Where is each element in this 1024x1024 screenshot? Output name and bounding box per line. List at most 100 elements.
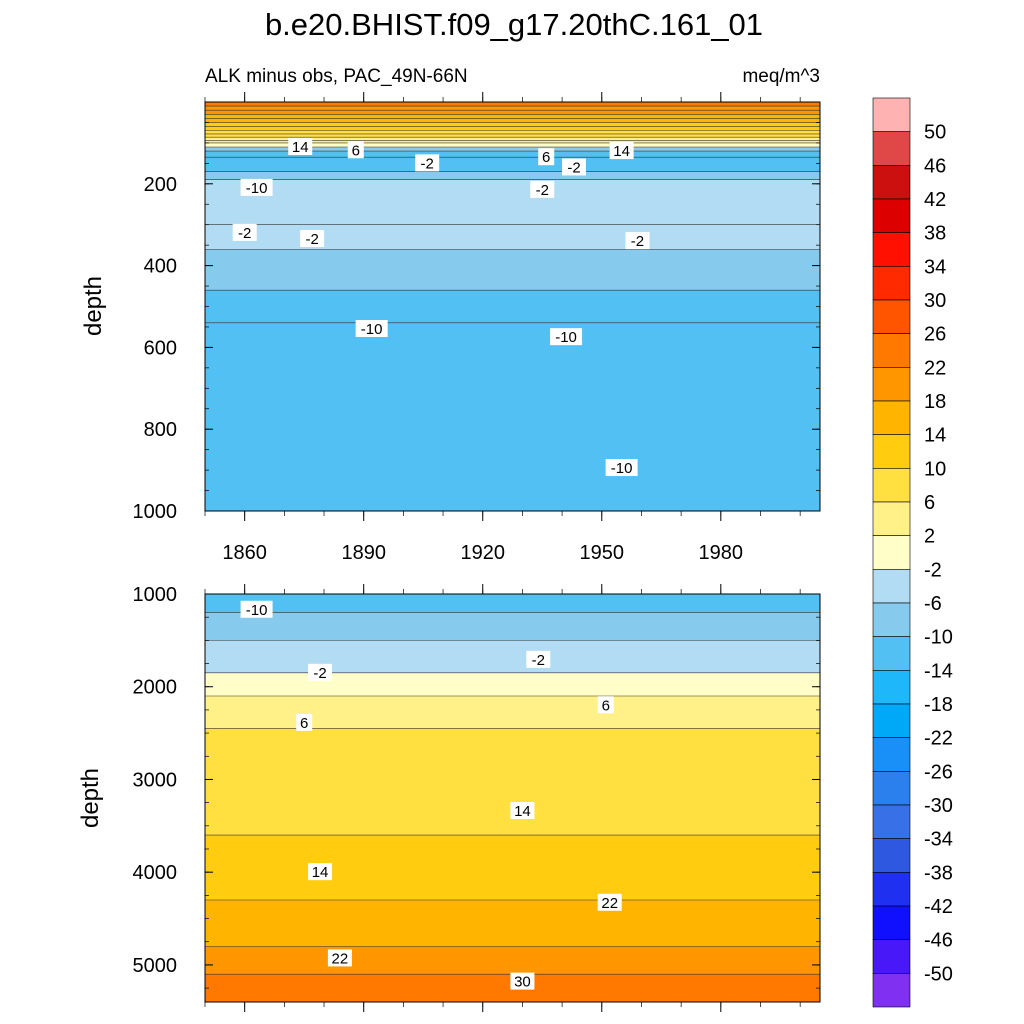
contour-label-text: 22	[332, 950, 349, 967]
colorbar-label: -22	[924, 728, 953, 750]
contour-label-box	[300, 230, 325, 248]
colorbar-swatch	[872, 905, 911, 940]
colorbar-swatch	[872, 367, 911, 402]
colorbar-swatch	[872, 737, 911, 772]
field-band	[205, 900, 820, 947]
y-tick-label: 3000	[133, 769, 178, 791]
colorbar-label: -38	[924, 862, 953, 884]
contour-label-box	[327, 949, 352, 967]
field-band	[205, 114, 820, 119]
field-band	[205, 672, 820, 696]
colorbar-swatch	[872, 266, 911, 301]
contour-label-box	[597, 893, 622, 911]
contour-label-box	[538, 148, 555, 166]
field-band	[205, 140, 820, 143]
contour-label-text: -10	[611, 460, 633, 477]
upper-axis-ticks: 200 400 600 800 1000 1860 1890 1920 1950 1980	[133, 92, 820, 564]
contour-label: 14	[609, 142, 634, 160]
colorbar-label: 26	[924, 324, 946, 346]
contour-label: 6	[347, 141, 364, 159]
contour-label-box	[510, 972, 535, 990]
contour-label-text: 6	[300, 715, 308, 732]
contour-label: -2	[562, 158, 586, 176]
colorbar-label: -14	[924, 660, 953, 682]
contour-label: -2	[415, 154, 440, 172]
y-tick-label: 2000	[133, 677, 178, 699]
contour-label: 14	[288, 137, 313, 156]
contour-label-box	[240, 600, 273, 618]
field-band	[205, 290, 820, 323]
field-band	[205, 122, 820, 127]
colorbar-swatch	[872, 165, 911, 200]
y-tick-label: 600	[144, 337, 177, 359]
contour-label-text: 22	[601, 895, 618, 912]
chart-subtitle-left: ALK minus obs, PAC_49N-66N	[205, 66, 468, 87]
contour-label-box	[240, 178, 273, 196]
contour-label-text: -2	[631, 233, 644, 250]
y-tick-label: 800	[144, 419, 177, 441]
colorbar-label: -10	[924, 627, 953, 649]
colorbar-swatch	[872, 232, 911, 267]
contour-label: 14	[308, 863, 333, 881]
lower-ylabel: depth	[77, 768, 104, 828]
field-band	[205, 249, 820, 291]
upper-contour-labels: 14 6 -2 6 -2 14 -10 -2 -2 -2 -2 -10 -10 -10	[232, 137, 650, 477]
field-band	[205, 640, 820, 673]
colorbar-label: 38	[924, 223, 946, 245]
lower-contour-lines	[205, 612, 820, 975]
colorbar-swatch	[872, 535, 911, 570]
contour-label-text: 30	[514, 974, 531, 991]
colorbar-swatch	[872, 670, 911, 705]
colorbar-label: -30	[924, 795, 953, 817]
colorbar-swatch	[872, 804, 911, 839]
field-band	[205, 130, 820, 134]
colorbar-swatch	[872, 973, 911, 1008]
colorbar-label: 30	[924, 290, 946, 312]
field-band	[205, 118, 820, 123]
y-tick-label: 1000	[133, 501, 178, 523]
field-band	[205, 728, 820, 836]
contour-label-box	[510, 801, 535, 819]
colorbar-swatch	[872, 198, 911, 233]
contour-label-box	[308, 863, 333, 881]
contour-label-box	[347, 141, 364, 159]
contour-label-box	[562, 158, 586, 176]
colorbar-swatch	[872, 434, 911, 469]
field-band	[205, 322, 820, 511]
contour-label-box	[355, 319, 388, 337]
contour-label-text: 6	[352, 142, 360, 159]
colorbar-label: -34	[924, 829, 953, 851]
contour-label-box	[526, 650, 551, 668]
contour-label-text: -10	[246, 602, 268, 619]
contour-label-text: 14	[312, 864, 329, 881]
colorbar-label: -42	[924, 896, 953, 918]
colorbar-swatch	[872, 299, 911, 334]
field-band	[205, 946, 820, 975]
contour-label-box	[609, 142, 634, 160]
colorbar-label: -46	[924, 930, 953, 952]
colorbar-label: 50	[924, 122, 946, 144]
colorbar-label: -6	[924, 593, 942, 615]
field-band	[205, 612, 820, 641]
contour-label-box	[288, 137, 313, 155]
colorbar-label: -2	[924, 559, 942, 581]
y-tick-label: 4000	[133, 862, 178, 884]
contour-label: -2	[300, 230, 325, 248]
field-band	[205, 142, 820, 147]
colorbar-swatch	[872, 636, 911, 671]
contour-label-box	[415, 154, 440, 172]
colorbar-label: -26	[924, 761, 953, 783]
lower-panel: -10 -2 -2 6 6 14 14 22 22 30 1000 2000 3000 4000 5000…	[77, 584, 821, 1012]
contour-label-box	[625, 232, 650, 250]
field-band	[205, 133, 820, 138]
field-band	[205, 171, 820, 180]
colorbar-swatch	[872, 872, 911, 907]
contour-label-box	[530, 180, 555, 198]
field-band	[205, 224, 820, 250]
contour-label-box	[550, 328, 583, 346]
field-band	[205, 110, 820, 115]
contour-label-text: -2	[305, 231, 318, 248]
contour-label-text: 14	[613, 143, 630, 160]
chart-subtitle-right: meq/m^3	[742, 66, 820, 87]
upper-ylabel: depth	[80, 276, 107, 336]
